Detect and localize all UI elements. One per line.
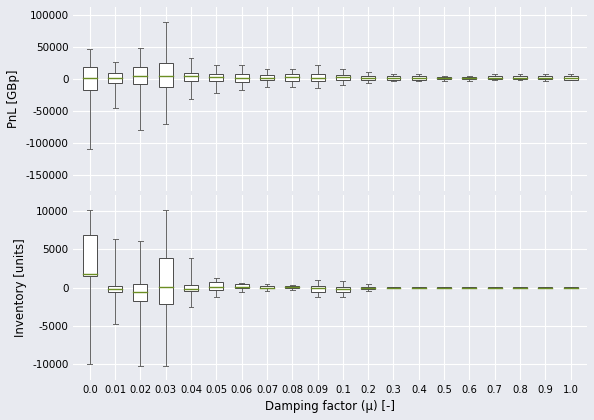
Bar	[387, 76, 400, 80]
Bar	[134, 67, 147, 84]
Bar	[159, 63, 173, 87]
Bar	[538, 76, 552, 79]
Bar	[260, 75, 274, 81]
Bar	[83, 235, 97, 276]
Bar	[235, 284, 249, 288]
Y-axis label: Inventory [units]: Inventory [units]	[14, 238, 27, 337]
Bar	[83, 67, 97, 90]
Bar	[311, 286, 324, 292]
Bar	[488, 76, 502, 79]
Bar	[311, 74, 324, 81]
Y-axis label: PnL [GBp]: PnL [GBp]	[7, 70, 20, 129]
Bar	[159, 258, 173, 304]
Bar	[108, 286, 122, 292]
Bar	[336, 75, 350, 81]
Bar	[412, 76, 426, 80]
Bar	[235, 74, 249, 82]
Bar	[437, 77, 451, 79]
Bar	[184, 73, 198, 81]
X-axis label: Damping factor (μ) [-]: Damping factor (μ) [-]	[265, 400, 395, 413]
Bar	[513, 76, 527, 79]
Bar	[361, 287, 375, 289]
Bar	[285, 286, 299, 288]
Bar	[134, 284, 147, 301]
Bar	[209, 282, 223, 290]
Bar	[260, 286, 274, 288]
Bar	[285, 74, 299, 81]
Bar	[336, 287, 350, 292]
Bar	[209, 74, 223, 81]
Bar	[361, 76, 375, 80]
Bar	[564, 76, 577, 80]
Bar	[108, 73, 122, 83]
Bar	[462, 77, 476, 79]
Bar	[184, 285, 198, 291]
